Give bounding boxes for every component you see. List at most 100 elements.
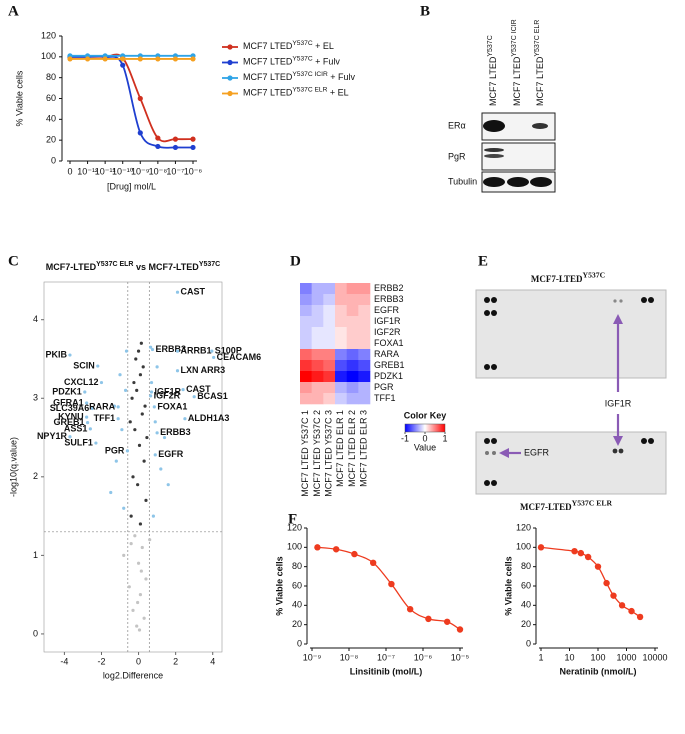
heat-cell	[358, 283, 371, 295]
legend-label-part: MCF7 LTED	[243, 72, 293, 82]
y-tick-label: 120	[287, 522, 302, 532]
point-label: KYNU	[58, 411, 84, 421]
data-point	[155, 135, 161, 141]
heat-cell	[300, 393, 312, 405]
point-label: ASS1	[64, 423, 88, 433]
data-point	[636, 613, 644, 621]
data-point	[85, 421, 90, 425]
data-point	[133, 534, 137, 538]
data-point	[137, 628, 142, 632]
heat-cell	[346, 283, 359, 295]
point-label: CXCL12	[64, 377, 99, 387]
heat-cell	[300, 305, 312, 317]
array-title-part: MCF7-LTED	[520, 502, 572, 512]
point-label: GFRA1	[53, 397, 84, 407]
y-tick-label: 0	[33, 628, 38, 638]
data-point	[584, 553, 592, 561]
data-point	[96, 364, 100, 368]
array-title: MCF7-LTEDY537C	[531, 270, 605, 284]
data-point	[137, 95, 143, 102]
legend-marker	[227, 44, 233, 50]
row-label: ERBB2	[374, 283, 404, 293]
heat-cell	[335, 393, 347, 405]
data-point	[140, 545, 144, 550]
data-point	[67, 56, 73, 62]
heat-cell	[346, 349, 359, 361]
data-point	[172, 136, 179, 142]
y-tick-label: 40	[46, 114, 56, 124]
legend-marker	[227, 75, 233, 81]
heat-cell	[323, 327, 336, 339]
data-point	[124, 349, 129, 353]
array-images	[475, 289, 667, 495]
heat-cell	[335, 382, 347, 394]
data-point	[84, 56, 91, 62]
heat-cell	[300, 316, 312, 328]
heat-cell	[358, 371, 371, 383]
heat-cell	[311, 371, 324, 383]
data-point	[369, 559, 377, 566]
panel-letter: D	[290, 253, 301, 269]
row-label: EGFR	[374, 305, 400, 315]
blot-row-label: ERα	[448, 120, 466, 130]
x-tick-label: 10	[564, 652, 574, 662]
column-label: MCF7 LTED ELR 1	[335, 410, 345, 487]
data-point	[135, 388, 139, 393]
row-label: RARA	[374, 349, 399, 359]
data-point	[166, 483, 170, 487]
x-tick-label: 1000	[616, 652, 636, 662]
array-title-part: Y537C ELR	[572, 498, 613, 507]
row-label: PDZK1	[374, 371, 403, 381]
data-point	[149, 390, 154, 394]
x-tick-label: 10⁻⁷	[377, 652, 395, 662]
data-point	[85, 415, 89, 419]
data-point	[116, 417, 120, 421]
data-point	[85, 401, 89, 405]
heat-cell	[323, 371, 336, 383]
heat-cell	[358, 393, 371, 405]
point-label: GREB1	[54, 417, 85, 427]
x-tick-label: 4	[210, 656, 215, 666]
blot-column-label-part: MCF7 LTED	[488, 56, 498, 106]
x-axis-label: Neratinib (nmol/L)	[560, 666, 637, 676]
heat-cell	[311, 393, 324, 405]
legend-label-part: Y537C ELR	[292, 86, 327, 93]
data-point	[594, 563, 602, 570]
legend-label-part: + EL	[313, 41, 334, 51]
heat-cell	[311, 360, 324, 372]
data-point	[172, 144, 179, 151]
data-point	[120, 56, 126, 62]
data-point	[127, 585, 131, 589]
heat-cell	[323, 360, 336, 372]
heat-cell	[358, 305, 371, 317]
heat-cell	[358, 294, 371, 306]
plot-frame	[43, 281, 223, 653]
data-point	[135, 624, 139, 628]
data-point	[112, 404, 117, 408]
heat-cell	[358, 360, 371, 372]
blot-column-label: MCF7 LTEDY537C	[487, 35, 499, 106]
data-point	[155, 365, 159, 369]
point-label: EGFR	[158, 449, 184, 459]
data-point	[155, 56, 161, 62]
x-axis-label: log2.Difference	[103, 670, 163, 680]
y-tick-label: 2	[33, 471, 38, 481]
x-tick-label: 10⁻⁸	[340, 652, 359, 662]
point-label: TFF1	[94, 413, 116, 423]
row-label: ERBB3	[374, 294, 404, 304]
column-label: MCF7 LTED Y537C 2	[312, 410, 322, 497]
heat-cell	[335, 305, 347, 317]
data-point	[68, 353, 72, 357]
heat-cell	[323, 316, 336, 328]
heat-cell	[300, 349, 312, 361]
column-label: MCF7 LTED ELR 3	[359, 410, 369, 487]
heat-cell	[335, 316, 347, 328]
blot-images	[481, 112, 556, 193]
data-point	[83, 390, 87, 394]
column-label: MCF7 LTED ELR 2	[347, 410, 357, 487]
heat-cell	[311, 327, 324, 339]
y-tick-label: 60	[521, 580, 531, 590]
chart-title-part: vs MCF7-LTED	[133, 262, 199, 272]
heat-cell	[311, 382, 324, 394]
color-key-title: Color Key	[404, 410, 447, 420]
